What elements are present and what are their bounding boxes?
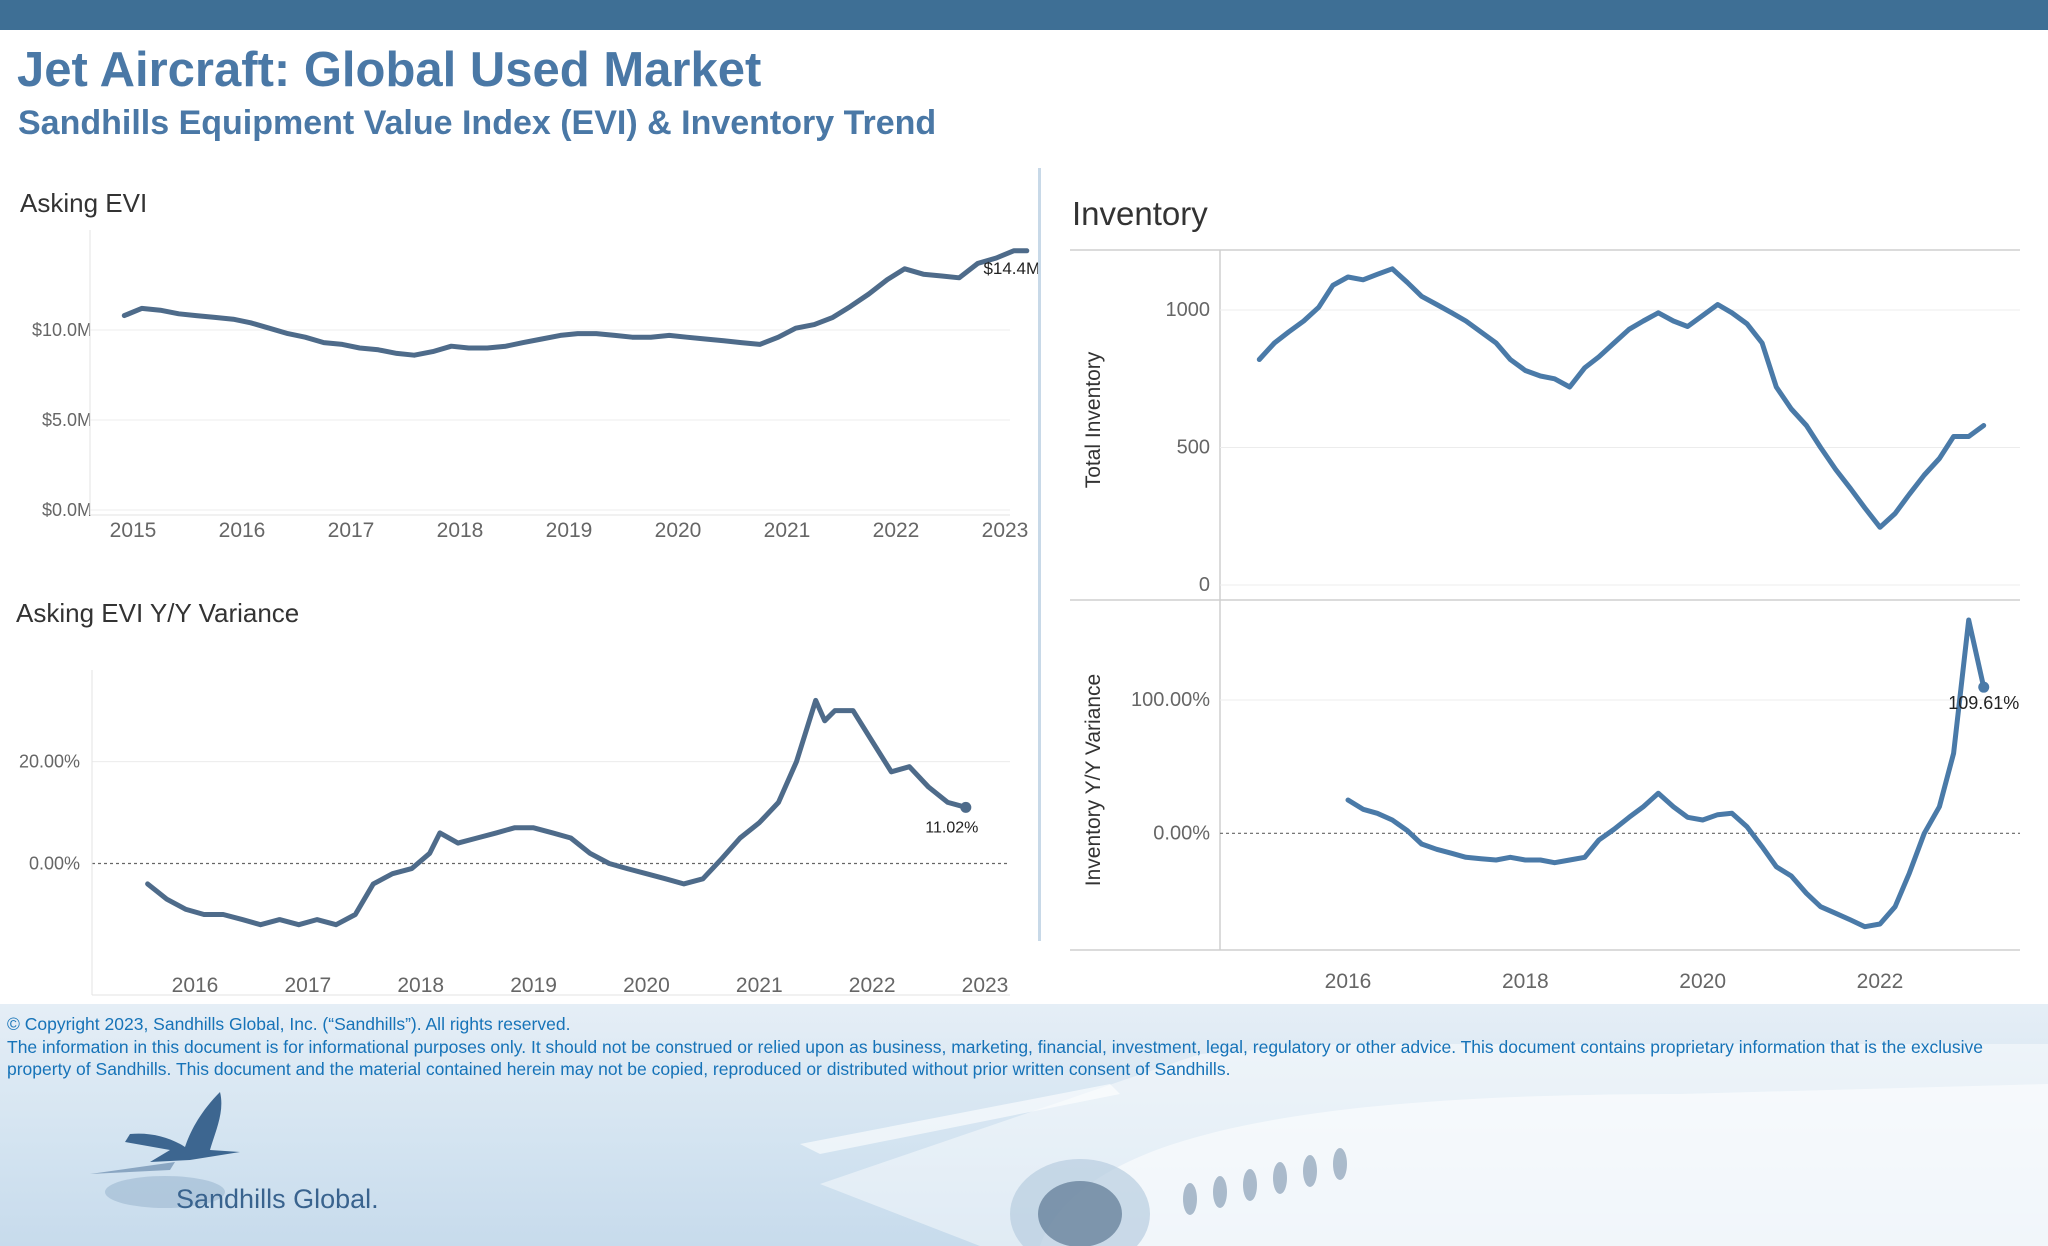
- x-tick-label: 2022: [1857, 970, 1904, 993]
- asking-evi-chart: $0.0M $5.0M $10.0M 2015 2016 2017 2018 2019 2020…: [32, 230, 1040, 542]
- y-tick-label: 0.00%: [29, 854, 80, 874]
- x-tick-label: 2023: [962, 974, 1009, 997]
- asking-evi-yoy-chart: 0.00% 20.00% 2016 2017 2018 2019 2020 2021 2022 2…: [19, 670, 1010, 997]
- y-tick-label: 500: [1177, 437, 1210, 459]
- x-tick-label: 2021: [764, 519, 811, 542]
- panel-divider: [1038, 168, 1041, 941]
- x-tick-label: 2016: [172, 974, 219, 997]
- y-tick-label: 100.00%: [1131, 689, 1210, 711]
- series-line: [121, 248, 1030, 358]
- y-tick-label: 1000: [1166, 299, 1211, 321]
- x-tick-label: 2020: [655, 519, 702, 542]
- x-tick-label: 2016: [219, 519, 266, 542]
- asking-evi-yoy-title: Asking EVI Y/Y Variance: [16, 598, 300, 628]
- x-tick-label: 2020: [1679, 970, 1726, 993]
- y-tick-label: $10.0M: [32, 320, 92, 340]
- x-tick-label: 2020: [623, 974, 670, 997]
- y-tick-label: $5.0M: [42, 410, 92, 430]
- x-tick-label: 2022: [873, 519, 920, 542]
- copyright-text: © Copyright 2023, Sandhills Global, Inc.…: [7, 1014, 571, 1034]
- end-value-label: 109.61%: [1948, 693, 2019, 713]
- end-value-label: $14.4M: [983, 259, 1040, 278]
- inventory-chart: 0 500 1000 Total Inventory: [1070, 249, 2020, 600]
- top-banner: [0, 0, 2048, 30]
- x-tick-label: 2022: [849, 974, 896, 997]
- series-line: [145, 697, 969, 928]
- page-subtitle: Sandhills Equipment Value Index (EVI) & …: [18, 104, 937, 142]
- y-tick-label: 0.00%: [1153, 822, 1210, 844]
- y-axis-title: Total Inventory: [1082, 351, 1105, 488]
- end-point-marker: [1978, 681, 1990, 693]
- series-line: [1256, 266, 1987, 530]
- x-tick-label: 2016: [1325, 970, 1372, 993]
- disclaimer-text: The information in this document is for …: [7, 1037, 1983, 1079]
- x-tick-label: 2021: [736, 974, 783, 997]
- x-tick-label: 2017: [328, 519, 375, 542]
- airplane-background-image: [800, 1044, 2048, 1246]
- x-tick-label: 2018: [397, 974, 444, 997]
- y-tick-label: $0.0M: [42, 500, 92, 520]
- x-tick-label: 2019: [510, 974, 557, 997]
- end-value-label: 11.02%: [925, 819, 978, 836]
- series-line: [1345, 617, 1987, 930]
- sandhills-logo-text: Sandhills Global.: [176, 1184, 379, 1214]
- x-tick-label: 2017: [284, 974, 331, 997]
- x-tick-label: 2018: [437, 519, 484, 542]
- x-tick-label: 2015: [110, 519, 157, 542]
- y-tick-label: 20.00%: [19, 752, 80, 772]
- end-point-marker: [960, 801, 972, 813]
- asking-evi-title: Asking EVI: [20, 188, 148, 218]
- y-axis-title: Inventory Y/Y Variance: [1082, 674, 1105, 886]
- x-tick-label: 2019: [546, 519, 593, 542]
- inventory-yoy-chart: 0.00% 100.00% 2016 2018 2020 2022 Inventory Y/…: [1070, 599, 2020, 993]
- sandhills-crane-logo-icon: [90, 1092, 240, 1208]
- x-tick-label: 2023: [982, 519, 1029, 542]
- x-tick-label: 2018: [1502, 970, 1549, 993]
- y-tick-label: 0: [1199, 574, 1210, 596]
- inventory-title: Inventory: [1072, 195, 1208, 232]
- page-title: Jet Aircraft: Global Used Market: [17, 43, 762, 97]
